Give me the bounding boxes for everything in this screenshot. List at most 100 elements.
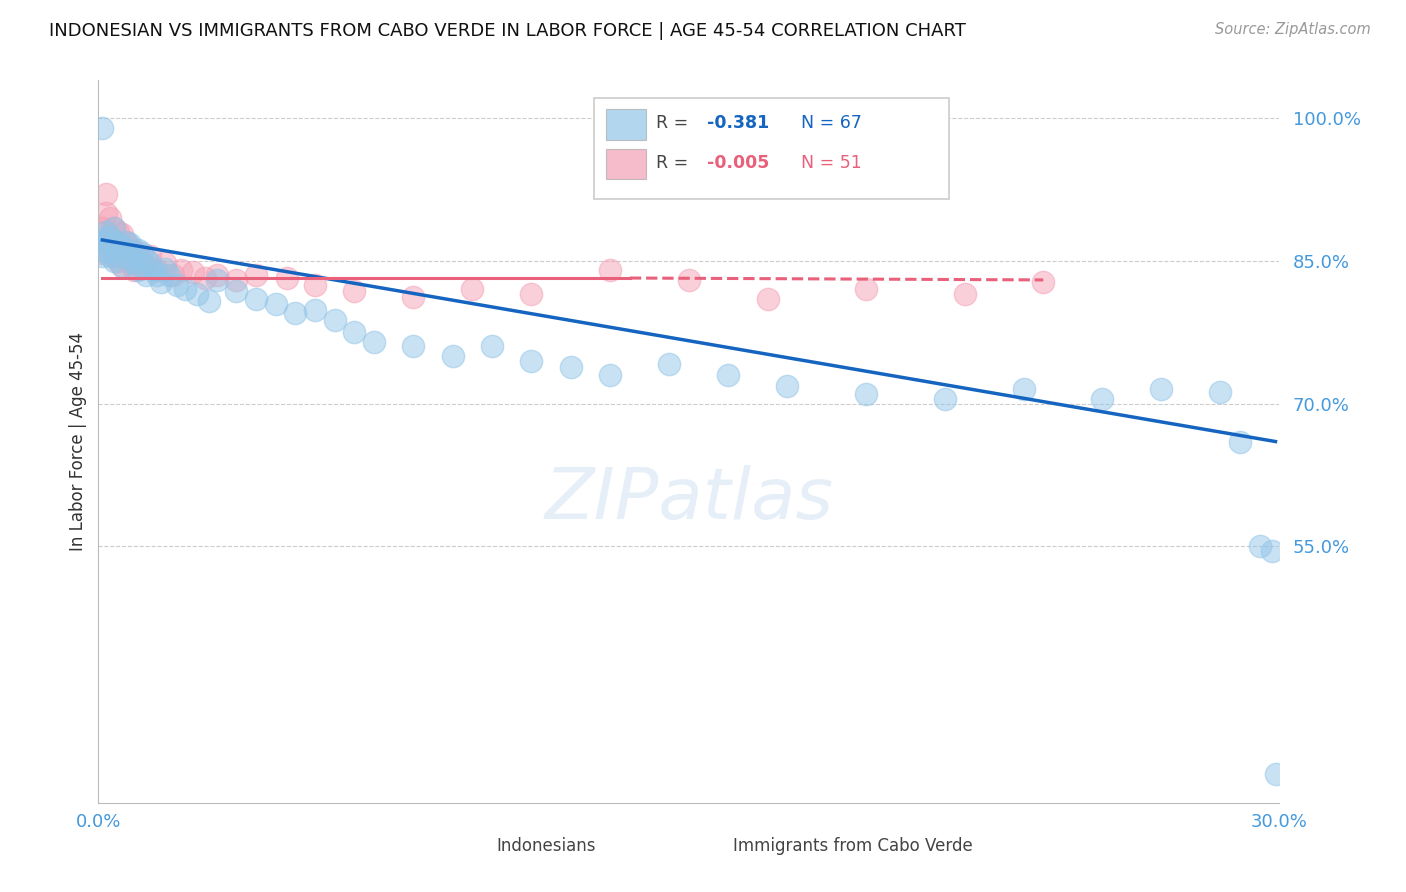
Point — [1209, 385, 1232, 400]
Point — [1032, 275, 1054, 289]
Point — [111, 259, 134, 273]
Point — [91, 235, 114, 249]
Point — [138, 256, 160, 270]
Point — [170, 263, 193, 277]
Point — [118, 256, 141, 270]
Point — [599, 263, 621, 277]
Point — [98, 211, 121, 226]
Point — [934, 392, 956, 406]
Text: -0.005: -0.005 — [707, 154, 769, 172]
Point — [181, 265, 204, 279]
Point — [131, 259, 153, 273]
FancyBboxPatch shape — [451, 835, 489, 858]
Point — [122, 256, 145, 270]
Point — [96, 206, 118, 220]
Point — [304, 277, 326, 292]
Point — [96, 226, 118, 240]
Point — [118, 252, 141, 266]
Point — [91, 235, 114, 249]
Point — [107, 254, 129, 268]
Point — [107, 240, 129, 254]
Point — [205, 273, 228, 287]
Point — [323, 313, 346, 327]
Point — [131, 254, 153, 268]
Point — [146, 268, 169, 282]
Point — [98, 249, 121, 263]
Text: Indonesians: Indonesians — [496, 838, 596, 855]
Point — [157, 268, 180, 282]
Point — [174, 282, 197, 296]
Point — [225, 285, 247, 299]
Point — [343, 285, 366, 299]
Text: -0.381: -0.381 — [707, 114, 769, 132]
Point — [1150, 382, 1173, 396]
Point — [96, 226, 118, 240]
Point — [520, 287, 543, 301]
Point — [194, 271, 217, 285]
Point — [166, 277, 188, 292]
Point — [115, 235, 138, 249]
Point — [461, 282, 484, 296]
Point — [118, 236, 141, 251]
Point — [155, 256, 177, 270]
Point — [186, 287, 208, 301]
Point — [122, 263, 145, 277]
Point — [111, 240, 134, 254]
Point — [599, 368, 621, 382]
Point — [245, 268, 267, 282]
Point — [98, 230, 121, 244]
FancyBboxPatch shape — [606, 109, 647, 139]
Text: Immigrants from Cabo Verde: Immigrants from Cabo Verde — [733, 838, 973, 855]
Point — [197, 293, 219, 308]
Point — [264, 296, 287, 310]
Point — [135, 252, 157, 266]
Point — [91, 220, 114, 235]
Point — [115, 252, 138, 266]
Point — [96, 235, 118, 249]
Point — [658, 357, 681, 371]
Point — [91, 249, 114, 263]
Point — [481, 339, 503, 353]
Point — [107, 249, 129, 263]
Point — [1249, 539, 1271, 553]
Text: N = 67: N = 67 — [801, 114, 862, 132]
Point — [127, 263, 149, 277]
Point — [276, 271, 298, 285]
Point — [717, 368, 740, 382]
Point — [107, 243, 129, 257]
Point — [103, 220, 125, 235]
Point — [103, 235, 125, 249]
Point — [245, 292, 267, 306]
Point — [103, 254, 125, 268]
Point — [138, 249, 160, 263]
Point — [127, 261, 149, 276]
Point — [107, 235, 129, 249]
Point — [131, 246, 153, 260]
Point — [98, 236, 121, 251]
Point — [284, 306, 307, 320]
Point — [111, 259, 134, 273]
Point — [98, 244, 121, 259]
Point — [1091, 392, 1114, 406]
Point — [1012, 382, 1035, 396]
Point — [118, 240, 141, 254]
Point — [96, 187, 118, 202]
Point — [135, 259, 157, 273]
Point — [115, 246, 138, 260]
Point — [127, 243, 149, 257]
Point — [122, 249, 145, 263]
Point — [122, 244, 145, 259]
Point — [225, 273, 247, 287]
Point — [776, 379, 799, 393]
Point — [520, 353, 543, 368]
Point — [103, 220, 125, 235]
Text: INDONESIAN VS IMMIGRANTS FROM CABO VERDE IN LABOR FORCE | AGE 45-54 CORRELATION : INDONESIAN VS IMMIGRANTS FROM CABO VERDE… — [49, 22, 966, 40]
FancyBboxPatch shape — [595, 98, 949, 200]
Point — [142, 263, 165, 277]
Point — [107, 226, 129, 240]
Point — [560, 360, 582, 375]
Point — [127, 246, 149, 260]
Point — [304, 303, 326, 318]
Point — [1264, 767, 1286, 781]
Point — [756, 292, 779, 306]
